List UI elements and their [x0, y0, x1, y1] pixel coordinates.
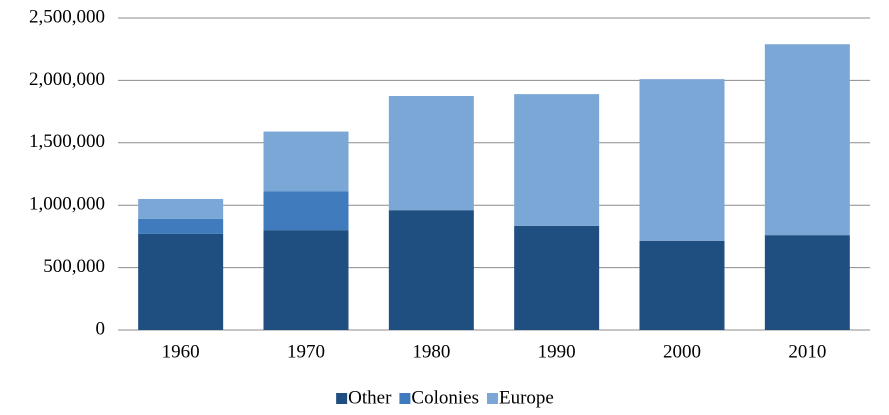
bar-segment: [764, 235, 850, 330]
bar-segment: [388, 210, 474, 330]
bar-segment: [639, 240, 725, 330]
y-tick-label: 0: [96, 318, 106, 339]
legend-label: Colonies: [411, 387, 479, 408]
bar-segment: [263, 191, 349, 231]
legend-swatch: [336, 393, 348, 404]
bar-segment: [138, 198, 224, 219]
legend-swatch: [399, 393, 411, 404]
x-tick-label: 1960: [162, 341, 200, 362]
y-tick-label: 1,500,000: [29, 131, 105, 152]
bar-segment: [514, 94, 600, 226]
legend-label: Europe: [499, 387, 554, 408]
bar-segment: [138, 218, 224, 234]
legend-swatch: [486, 393, 498, 404]
bar-segment: [639, 79, 725, 241]
y-tick-label: 2,500,000: [29, 6, 105, 27]
bar-segment: [138, 233, 224, 330]
x-tick-label: 2010: [788, 341, 826, 362]
bar-segment: [514, 225, 600, 330]
x-tick-label: 1980: [412, 341, 450, 362]
x-tick-label: 1970: [287, 341, 325, 362]
legend: Other Colonies Europe: [336, 387, 554, 408]
legend-label: Other: [348, 387, 392, 408]
bar-segment: [764, 44, 850, 236]
y-tick-label: 500,000: [43, 256, 105, 277]
y-tick-label: 2,000,000: [29, 69, 105, 90]
bar-segment: [388, 96, 474, 211]
y-tick-label: 1,000,000: [29, 194, 105, 215]
bar-segment: [263, 131, 349, 192]
x-tick-label: 2000: [663, 341, 701, 362]
x-tick-label: 1990: [538, 341, 576, 362]
bar-segment: [263, 230, 349, 330]
